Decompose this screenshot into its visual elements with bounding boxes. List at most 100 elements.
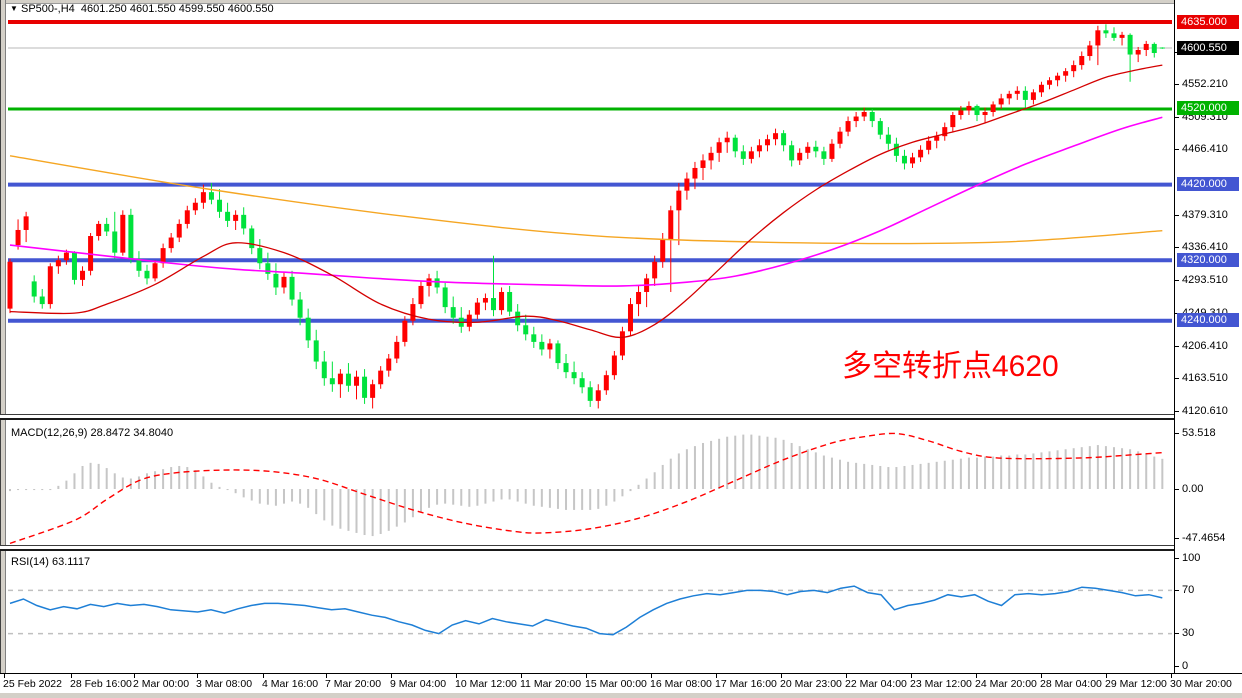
- time-label: 23 Mar 12:00: [910, 678, 972, 690]
- price-badge-4240.000: 4240.000: [1177, 313, 1239, 327]
- time-tick: [134, 674, 135, 678]
- rsi-pane[interactable]: [0, 551, 1174, 673]
- time-tick: [326, 674, 327, 678]
- time-tick: [716, 674, 717, 678]
- rsi-value: 63.1117: [51, 556, 91, 568]
- chart-title: ▼ SP500-,H4 4601.250 4601.550 4599.550 4…: [10, 3, 274, 15]
- time-label: 7 Mar 20:00: [325, 678, 382, 690]
- time-tick: [781, 674, 782, 678]
- symbol-period-label: SP500-,H4: [20, 3, 75, 15]
- macd-label: MACD(12,26,9) 28.8472 34.8040: [11, 427, 174, 439]
- price-label: 4206.410: [1182, 340, 1228, 352]
- time-label: 9 Mar 04:00: [390, 678, 447, 690]
- time-label: 11 Mar 20:00: [520, 678, 582, 690]
- price-label: 4336.410: [1182, 241, 1228, 253]
- time-tick: [586, 674, 587, 678]
- macd-values: 28.8472 34.8040: [90, 427, 174, 439]
- time-tick: [456, 674, 457, 678]
- time-label: 4 Mar 16:00: [262, 678, 319, 690]
- time-tick: [846, 674, 847, 678]
- price-axis[interactable]: 4595.2104552.2104509.3104466.4104379.310…: [1174, 0, 1242, 673]
- time-tick: [651, 674, 652, 678]
- time-label: 28 Mar 04:00: [1040, 678, 1102, 690]
- time-label: 15 Mar 00:00: [585, 678, 647, 690]
- price-badge-4520.000: 4520.000: [1177, 101, 1239, 115]
- main-chart-pane[interactable]: [0, 0, 1174, 414]
- ma-fast-line: [9, 64, 1163, 339]
- price-tick: [1175, 117, 1179, 118]
- macd-level-tick: [1175, 433, 1179, 434]
- time-tick: [263, 674, 264, 678]
- rsi-level-tick: [1175, 633, 1179, 634]
- macd-histogram: [9, 434, 1164, 537]
- time-tick: [1171, 674, 1172, 678]
- time-label: 25 Feb 2022: [3, 678, 62, 690]
- time-tick: [197, 674, 198, 678]
- price-tick: [1175, 411, 1179, 412]
- window-top-edge: [0, 0, 1242, 4]
- time-label: 30 Mar 20:00: [1170, 678, 1232, 690]
- time-tick: [521, 674, 522, 678]
- time-tick: [911, 674, 912, 678]
- time-tick: [71, 674, 72, 678]
- macd-signal-line: [9, 432, 1163, 545]
- price-label: 4379.310: [1182, 209, 1228, 221]
- trade-note-annotation[interactable]: 多空转折点4620: [842, 350, 1059, 383]
- time-label: 10 Mar 12:00: [455, 678, 517, 690]
- time-label: 2 Mar 00:00: [133, 678, 190, 690]
- rsi-level-label: 30: [1182, 627, 1195, 639]
- price-tick: [1175, 149, 1179, 150]
- time-label: 20 Mar 23:00: [780, 678, 842, 690]
- time-label: 16 Mar 08:00: [650, 678, 712, 690]
- price-badge-4320.000: 4320.000: [1177, 253, 1239, 267]
- price-tick: [1175, 247, 1179, 248]
- time-label: 24 Mar 20:00: [975, 678, 1037, 690]
- price-label: 4293.510: [1182, 274, 1228, 286]
- time-label: 28 Feb 16:00: [70, 678, 132, 690]
- time-label: 3 Mar 08:00: [196, 678, 253, 690]
- time-tick: [391, 674, 392, 678]
- time-label: 22 Mar 04:00: [845, 678, 907, 690]
- price-tick: [1175, 346, 1179, 347]
- time-tick: [4, 674, 5, 678]
- price-tick: [1175, 280, 1179, 281]
- price-label: 4163.510: [1182, 372, 1228, 384]
- price-tick: [1175, 84, 1179, 85]
- pane-splitter-rsi[interactable]: [0, 545, 1242, 551]
- price-label: 4552.210: [1182, 78, 1228, 90]
- rsi-level-label: 100: [1182, 552, 1201, 564]
- price-tick: [1175, 378, 1179, 379]
- time-label: 29 Mar 12:00: [1105, 678, 1167, 690]
- time-tick: [976, 674, 977, 678]
- symbol-dropdown-icon[interactable]: ▼: [10, 4, 18, 13]
- time-axis[interactable]: 25 Feb 2022 28 Feb 16:00 2 Mar 00:00 3 Mar …: [0, 673, 1242, 693]
- price-badge-4635.000: 4635.000: [1177, 15, 1239, 29]
- macd-level-label: 0.00: [1182, 483, 1204, 495]
- ma-slow-line: [9, 155, 1163, 245]
- price-badge-4420.000: 4420.000: [1177, 177, 1239, 191]
- rsi-level-label: 0: [1182, 660, 1189, 672]
- time-tick: [1041, 674, 1042, 678]
- rsi-label: RSI(14) 63.1117: [11, 556, 91, 568]
- time-tick: [1106, 674, 1107, 678]
- time-label: 17 Mar 16:00: [715, 678, 777, 690]
- macd-pane[interactable]: [0, 420, 1174, 546]
- rsi-level-tick: [1175, 666, 1179, 667]
- macd-level-label: 53.518: [1182, 427, 1216, 439]
- ma-mid-line: [9, 116, 1163, 287]
- horizontal-level-lines[interactable]: [8, 20, 1172, 323]
- price-tick: [1175, 215, 1179, 216]
- pane-splitter-macd[interactable]: [0, 414, 1242, 420]
- price-badge-4600.550: 4600.550: [1177, 41, 1239, 55]
- ohlc-readout: 4601.250 4601.550 4599.550 4600.550: [80, 3, 274, 15]
- macd-level-tick: [1175, 538, 1179, 539]
- rsi-level-label: 70: [1182, 584, 1195, 596]
- window-left-edge: [0, 0, 6, 698]
- macd-level-tick: [1175, 489, 1179, 490]
- price-label: 4120.610: [1182, 405, 1228, 417]
- macd-level-label: -47.4654: [1182, 532, 1226, 544]
- price-label: 4466.410: [1182, 143, 1228, 155]
- rsi-level-tick: [1175, 590, 1179, 591]
- rsi-level-tick: [1175, 558, 1179, 559]
